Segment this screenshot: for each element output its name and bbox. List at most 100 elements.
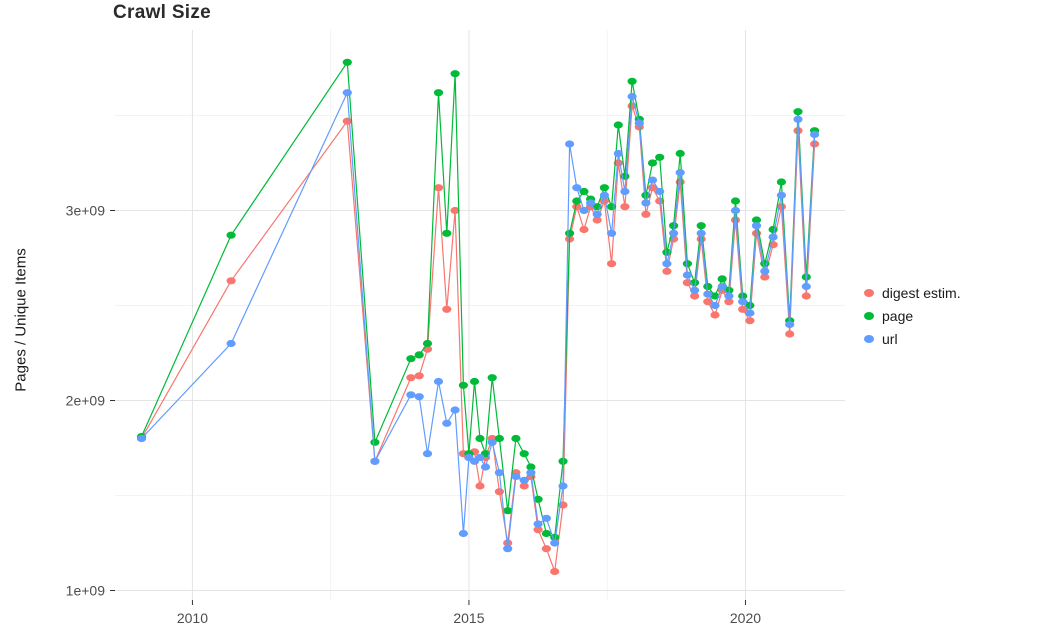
data-point xyxy=(710,301,720,310)
data-point xyxy=(655,153,665,161)
data-point xyxy=(572,184,582,192)
data-point xyxy=(572,203,582,211)
gridlines-major xyxy=(115,30,845,600)
data-point xyxy=(526,469,536,477)
data-point xyxy=(641,210,651,218)
data-point xyxy=(572,197,582,205)
data-point xyxy=(662,260,672,268)
chart-title: Crawl Size xyxy=(113,2,212,23)
data-point xyxy=(541,514,552,522)
data-point xyxy=(669,229,679,237)
data-point xyxy=(433,89,444,97)
data-point xyxy=(226,339,236,348)
data-point xyxy=(745,309,755,317)
series-url xyxy=(136,89,820,553)
data-point xyxy=(422,450,433,458)
data-point xyxy=(541,529,552,538)
data-point xyxy=(730,206,741,215)
data-point xyxy=(634,119,644,127)
legend: digest estim. page url xyxy=(864,285,961,347)
data-point xyxy=(450,70,460,78)
x-tick-label: 2015 xyxy=(453,610,484,626)
data-point xyxy=(136,434,147,443)
data-point xyxy=(226,277,236,285)
data-point xyxy=(641,199,651,207)
series-line xyxy=(141,90,816,549)
data-point xyxy=(690,292,700,300)
data-point xyxy=(541,545,552,553)
data-point xyxy=(406,374,416,382)
data-point xyxy=(710,311,720,319)
data-point xyxy=(503,539,513,547)
data-point xyxy=(475,434,485,443)
data-point xyxy=(785,320,795,329)
data-point xyxy=(487,374,497,382)
data-point xyxy=(768,225,778,234)
data-point xyxy=(745,317,755,325)
data-point xyxy=(565,229,575,237)
legend-item-label: page xyxy=(882,308,914,324)
data-point xyxy=(793,115,803,123)
data-point xyxy=(760,273,770,281)
y-tick-label: 3e+09 xyxy=(66,203,106,219)
data-point xyxy=(494,488,504,496)
data-point xyxy=(607,203,617,211)
series-line xyxy=(140,105,816,572)
data-point xyxy=(669,222,679,230)
data-point xyxy=(599,191,610,199)
data-point xyxy=(550,567,560,576)
data-point xyxy=(751,222,762,230)
data-point xyxy=(370,438,380,446)
data-point xyxy=(738,305,748,313)
data-point xyxy=(730,197,741,205)
data-point xyxy=(414,372,424,380)
data-point xyxy=(620,187,630,196)
data-point xyxy=(655,187,665,196)
data-point xyxy=(475,482,485,490)
data-point xyxy=(613,149,623,158)
data-point xyxy=(696,222,706,230)
data-point xyxy=(450,206,460,215)
y-axis-label: Pages / Unique Items xyxy=(12,248,30,392)
data-point xyxy=(503,507,513,515)
data-point xyxy=(406,355,416,363)
data-point xyxy=(627,77,637,85)
data-point xyxy=(370,457,380,465)
legend-key-dot-page xyxy=(864,312,874,320)
data-point xyxy=(342,117,352,125)
legend-key-dot-digest xyxy=(864,289,874,297)
data-point xyxy=(776,191,787,199)
legend-item-digest-estim: digest estim. xyxy=(864,285,961,301)
data-point xyxy=(620,203,630,211)
data-point xyxy=(760,267,770,275)
data-point xyxy=(469,377,480,386)
data-point xyxy=(533,520,543,528)
data-point xyxy=(785,330,795,338)
data-point xyxy=(599,184,610,192)
data-point xyxy=(475,453,485,462)
data-point xyxy=(592,210,602,218)
data-point xyxy=(414,351,424,359)
legend-item-label: digest estim. xyxy=(882,285,961,301)
data-point xyxy=(662,267,672,275)
data-point xyxy=(696,229,706,237)
data-point xyxy=(511,434,521,443)
data-point xyxy=(776,178,787,186)
data-point xyxy=(550,539,560,547)
data-point xyxy=(724,298,734,306)
data-point xyxy=(433,377,444,386)
data-point xyxy=(627,92,637,101)
data-point xyxy=(586,199,596,207)
data-point xyxy=(738,298,748,306)
data-point xyxy=(613,121,623,129)
data-point xyxy=(730,216,741,224)
data-point xyxy=(519,482,529,490)
legend-item-page: page xyxy=(864,308,961,324)
axis-tick-labels: 2010 2015 2020 1e+09 2e+09 3e+09 xyxy=(66,203,762,627)
data-point xyxy=(526,463,536,471)
y-tick-label: 1e+09 xyxy=(66,583,106,599)
data-point xyxy=(675,149,685,158)
data-point xyxy=(442,229,452,237)
data-point xyxy=(342,89,352,97)
